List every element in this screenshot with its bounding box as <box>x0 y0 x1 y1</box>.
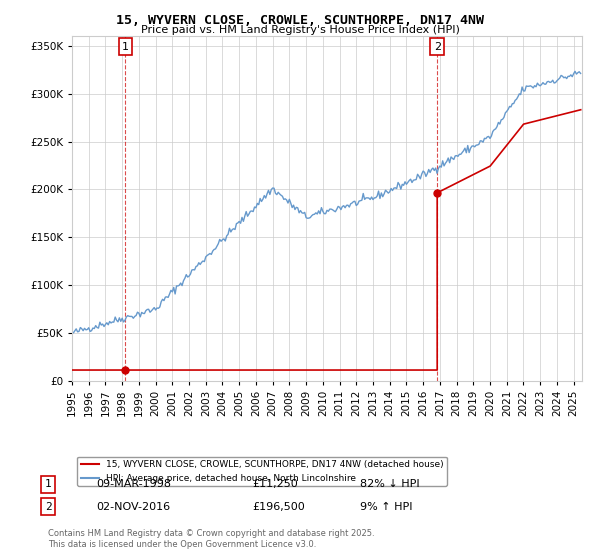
Text: 02-NOV-2016: 02-NOV-2016 <box>96 502 170 512</box>
Text: £196,500: £196,500 <box>252 502 305 512</box>
Text: 1: 1 <box>44 479 52 489</box>
Text: 2: 2 <box>44 502 52 512</box>
Text: 1: 1 <box>122 42 129 52</box>
Text: Contains HM Land Registry data © Crown copyright and database right 2025.
This d: Contains HM Land Registry data © Crown c… <box>48 529 374 549</box>
Text: 9% ↑ HPI: 9% ↑ HPI <box>360 502 413 512</box>
Text: 82% ↓ HPI: 82% ↓ HPI <box>360 479 419 489</box>
Legend: 15, WYVERN CLOSE, CROWLE, SCUNTHORPE, DN17 4NW (detached house), HPI: Average pr: 15, WYVERN CLOSE, CROWLE, SCUNTHORPE, DN… <box>77 456 447 486</box>
Text: 09-MAR-1998: 09-MAR-1998 <box>96 479 171 489</box>
Text: 15, WYVERN CLOSE, CROWLE, SCUNTHORPE, DN17 4NW: 15, WYVERN CLOSE, CROWLE, SCUNTHORPE, DN… <box>116 14 484 27</box>
Text: £11,250: £11,250 <box>252 479 298 489</box>
Text: 2: 2 <box>434 42 441 52</box>
Text: Price paid vs. HM Land Registry's House Price Index (HPI): Price paid vs. HM Land Registry's House … <box>140 25 460 35</box>
